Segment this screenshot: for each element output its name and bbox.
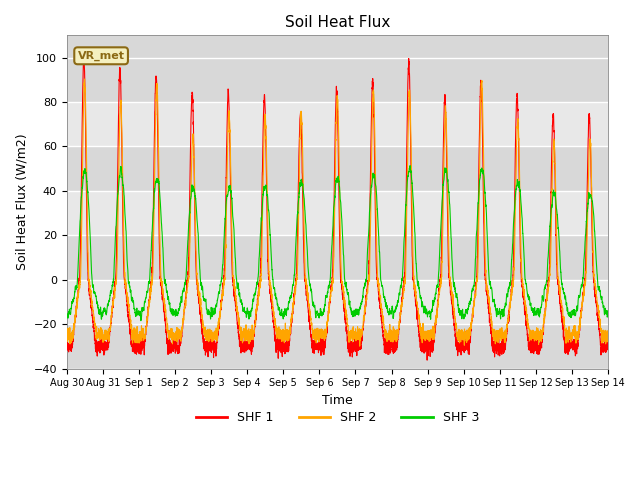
Bar [67,102,608,146]
Text: VR_met: VR_met [77,51,125,61]
Legend: SHF 1, SHF 2, SHF 3: SHF 1, SHF 2, SHF 3 [191,406,484,429]
Bar [67,58,608,102]
Bar [67,235,608,280]
Bar [67,191,608,235]
X-axis label: Time: Time [322,394,353,407]
Y-axis label: Soil Heat Flux (W/m2): Soil Heat Flux (W/m2) [15,133,28,270]
Title: Soil Heat Flux: Soil Heat Flux [285,15,390,30]
Bar [67,280,608,324]
Bar [67,146,608,191]
Bar [67,324,608,369]
